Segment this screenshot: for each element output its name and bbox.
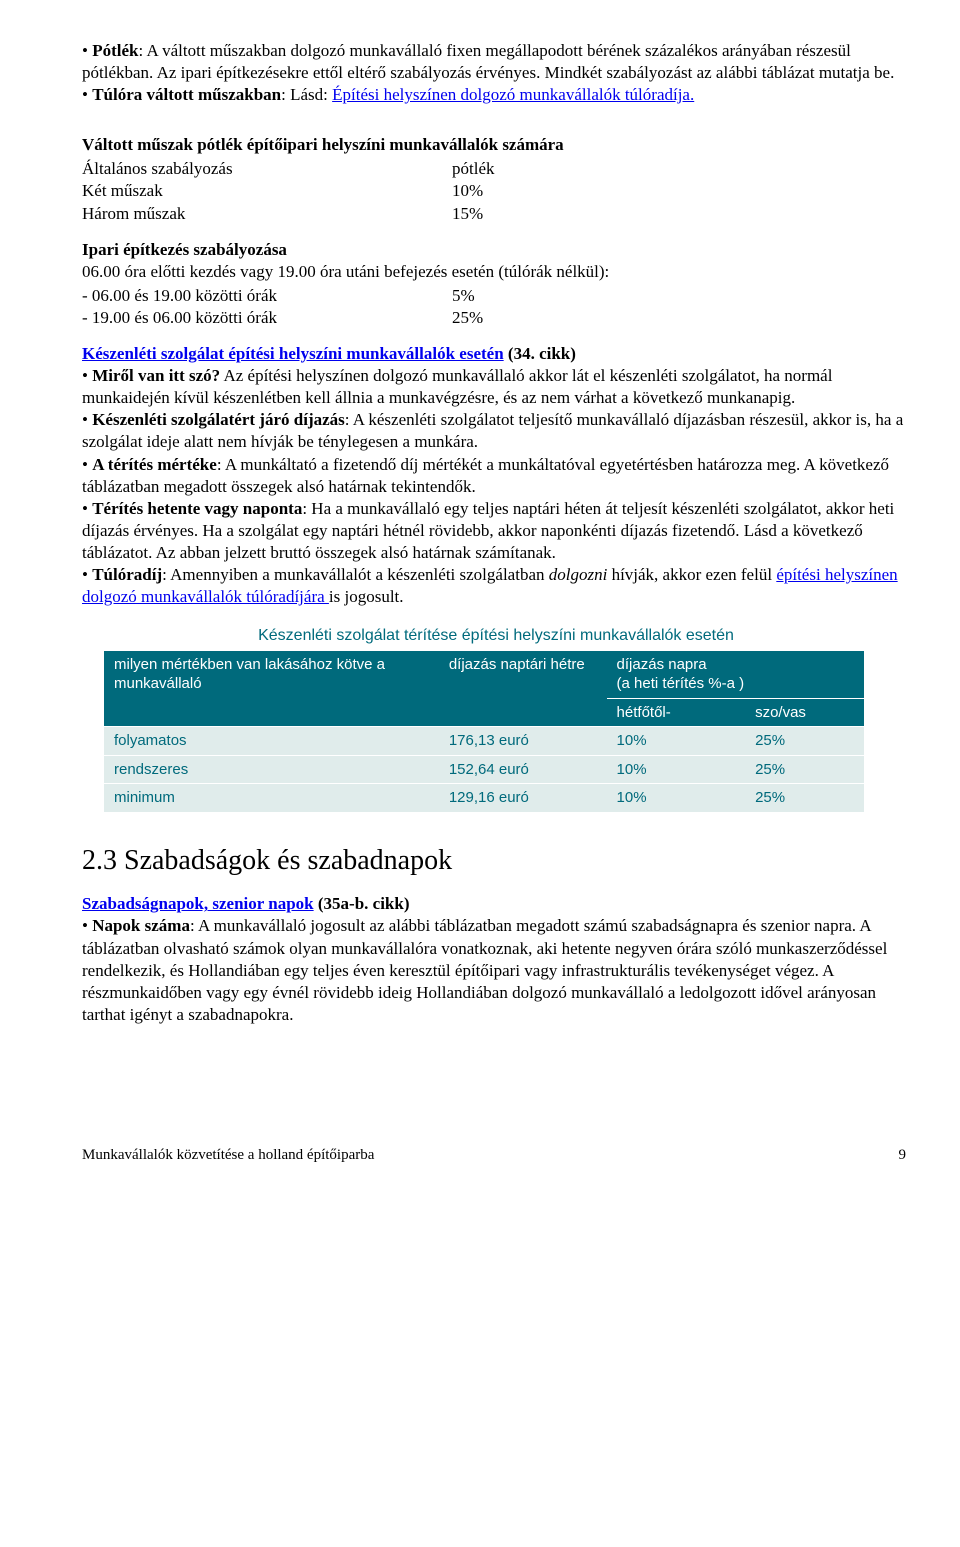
- footer-left: Munkavállalók közvetítése a holland épít…: [82, 1146, 374, 1166]
- bullet-mertek: • A térítés mértéke: A munkáltató a fize…: [82, 454, 910, 498]
- valtott-title: Váltott műszak pótlék építőipari helyszí…: [82, 134, 910, 156]
- footer-right: 9: [899, 1146, 907, 1166]
- bullet-terites-het: • Térítés hetente vagy naponta: Ha a mun…: [82, 498, 910, 564]
- valtott-header: Általános szabályozás pótlék: [82, 158, 910, 180]
- bullet-tuloradij: • Túlóradíj: Amennyiben a munkavállalót …: [82, 564, 910, 608]
- kesz-h3: díjazás napra (a heti térítés %-a ): [607, 651, 864, 699]
- ipari-row1-b: 5%: [452, 285, 572, 307]
- potlek-label: Pótlék: [92, 41, 138, 60]
- kesz-sh2: szo/vas: [745, 698, 864, 727]
- bullet-mirol: • Miről van itt szó? Az építési helyszín…: [82, 365, 910, 409]
- tuloradij-t3: is jogosult.: [329, 587, 404, 606]
- bullet-tulora: • Túlóra váltott műszakban: Lásd: Építés…: [82, 84, 910, 106]
- szabadsag-heading: Szabadságnapok, szenior napok (35a-b. ci…: [82, 893, 910, 915]
- terites-label: Térítés hetente vagy naponta: [92, 499, 302, 518]
- ipari-row1-a: - 06.00 és 19.00 közötti órák: [82, 285, 452, 307]
- tulora-label: Túlóra váltott műszakban: [92, 85, 281, 104]
- valtott-table: Általános szabályozás pótlék Két műszak …: [82, 158, 910, 224]
- table-row: - 06.00 és 19.00 közötti órák 5%: [82, 285, 910, 307]
- table-row: Két műszak 10%: [82, 180, 910, 202]
- kesz-sh1: hétfőtől-: [607, 698, 746, 727]
- table-row: rendszeres 152,64 euró 10% 25%: [104, 755, 864, 784]
- napok-label: Napok száma: [92, 916, 190, 935]
- ipari-row2-a: - 19.00 és 06.00 közötti órák: [82, 307, 452, 329]
- keszenleti-suffix: (34. cikk): [504, 344, 576, 363]
- kesz-r3-d: 25%: [745, 784, 864, 813]
- ipari-table: - 06.00 és 19.00 közötti órák 5% - 19.00…: [82, 285, 910, 329]
- mertek-label: A térítés mértéke: [92, 455, 217, 474]
- kesz-r2-a: rendszeres: [104, 755, 439, 784]
- ipari-title-text: Ipari építkezés szabályozása: [82, 240, 287, 259]
- kesz-r3-c: 10%: [607, 784, 746, 813]
- keszenleti-link[interactable]: Készenléti szolgálat építési helyszíni m…: [82, 344, 504, 363]
- table-row: folyamatos 176,13 euró 10% 25%: [104, 727, 864, 756]
- valtott-row1-b: 10%: [452, 180, 572, 202]
- keszenleti-heading: Készenléti szolgálat építési helyszíni m…: [82, 343, 910, 365]
- table-row: minimum 129,16 euró 10% 25%: [104, 784, 864, 813]
- szabadsag-suffix: (35a-b. cikk): [314, 894, 410, 913]
- potlek-text: : A váltott műszakban dolgozó munkaválla…: [82, 41, 894, 82]
- kesz-h2: díjazás naptári hétre: [439, 651, 607, 727]
- szabadsag-link[interactable]: Szabadságnapok, szenior napok: [82, 894, 314, 913]
- valtott-row2-a: Három műszak: [82, 203, 452, 225]
- bullet-potlek: • Pótlék: A váltott műszakban dolgozó mu…: [82, 40, 910, 84]
- ipari-line: 06.00 óra előtti kezdés vagy 19.00 óra u…: [82, 261, 910, 283]
- kesz-h1: milyen mértékben van lakásához kötve a m…: [104, 651, 439, 727]
- kesz-r2-c: 10%: [607, 755, 746, 784]
- bullet-napok: • Napok száma: A munkavállaló jogosult a…: [82, 915, 910, 1025]
- intro-bullets: • Pótlék: A váltott műszakban dolgozó mu…: [82, 40, 910, 106]
- table-row: Három műszak 15%: [82, 203, 910, 225]
- kesz-table: milyen mértékben van lakásához kötve a m…: [104, 651, 864, 813]
- kesz-r2-d: 25%: [745, 755, 864, 784]
- kesz-table-header-row: milyen mértékben van lakásához kötve a m…: [104, 651, 864, 699]
- section-2-3-heading: 2.3 Szabadságok és szabadnapok: [82, 843, 910, 879]
- ipari-row2-b: 25%: [452, 307, 572, 329]
- kesz-r3-a: minimum: [104, 784, 439, 813]
- tuloradij-label: Túlóradíj: [92, 565, 162, 584]
- kesz-r1-a: folyamatos: [104, 727, 439, 756]
- page-footer: Munkavállalók közvetítése a holland épít…: [82, 1146, 910, 1196]
- ipari-title: Ipari építkezés szabályozása: [82, 239, 910, 261]
- tuloradij-em: dolgozni: [549, 565, 608, 584]
- valtott-row2-b: 15%: [452, 203, 572, 225]
- mirol-label: Miről van itt szó?: [92, 366, 220, 385]
- dijazas-label: Készenléti szolgálatért járó díjazás: [92, 410, 345, 429]
- tuloradij-t1: : Amennyiben a munkavállalót a készenlét…: [162, 565, 549, 584]
- tulora-link[interactable]: Építési helyszínen dolgozó munkavállalók…: [332, 85, 694, 104]
- tulora-text: : Lásd:: [281, 85, 332, 104]
- kesz-r2-b: 152,64 euró: [439, 755, 607, 784]
- kesz-r3-b: 129,16 euró: [439, 784, 607, 813]
- bullet-dijazas: • Készenléti szolgálatért járó díjazás: …: [82, 409, 910, 453]
- napok-text: : A munkavállaló jogosult az alábbi tábl…: [82, 916, 887, 1023]
- kesz-r1-b: 176,13 euró: [439, 727, 607, 756]
- valtott-row1-a: Két műszak: [82, 180, 452, 202]
- kesz-table-caption: Készenléti szolgálat térítése építési he…: [82, 626, 910, 647]
- table-row: - 19.00 és 06.00 közötti órák 25%: [82, 307, 910, 329]
- valtott-col-a-header: Általános szabályozás: [82, 158, 452, 180]
- valtott-col-b-header: pótlék: [452, 158, 572, 180]
- kesz-r1-c: 10%: [607, 727, 746, 756]
- kesz-r1-d: 25%: [745, 727, 864, 756]
- tuloradij-t2: hívják, akkor ezen felül: [607, 565, 776, 584]
